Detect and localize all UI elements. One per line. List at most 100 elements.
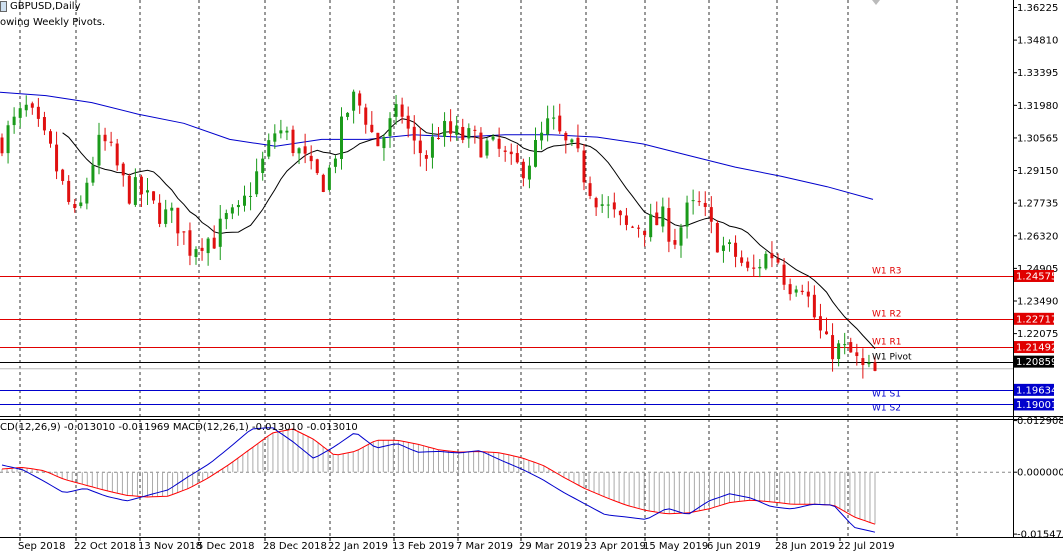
candle-body [424, 154, 428, 159]
grid-lines [0, 0, 1013, 537]
candle-body [67, 180, 71, 202]
candle-body [534, 140, 537, 167]
candle-body [346, 112, 350, 117]
candle-body [297, 148, 301, 154]
pivot-label: W1 S2 [872, 404, 901, 414]
candle-body [406, 115, 410, 129]
price-tag-label: 1.20859 [1016, 357, 1057, 368]
candle-body [139, 176, 143, 195]
price-tick-label: 1.36225 [1017, 3, 1058, 14]
candle-body [30, 103, 34, 108]
candle-body [273, 133, 277, 142]
candle-body [527, 165, 531, 180]
candle-body [164, 209, 168, 224]
candle-body [709, 207, 713, 222]
candle-body [394, 104, 398, 117]
candle-body [788, 284, 792, 295]
price-tag-label: 1.21492 [1016, 343, 1057, 354]
candle-body [540, 132, 544, 141]
symbol-title: GBPUSD,Daily [10, 1, 81, 12]
candle-body [624, 215, 628, 225]
candle-body [843, 344, 847, 346]
candle-body [49, 131, 52, 144]
candle-body [230, 207, 234, 214]
candle-body [800, 290, 804, 293]
candle-body [358, 93, 362, 106]
price-tag-label: 1.19634 [1016, 385, 1057, 396]
candle-body [818, 316, 822, 331]
candle-body [449, 121, 453, 134]
candle-body [552, 117, 556, 119]
pivot-label: W1 Pivot [872, 353, 912, 363]
price-axis: 1.36225 1.34810 1.33395 1.31980 1.30565 1.291… [1013, 3, 1058, 411]
candle-body [643, 230, 647, 236]
candle-body [303, 146, 307, 154]
candle-body [103, 134, 107, 142]
candle-body [158, 202, 162, 224]
candle-body [667, 208, 671, 242]
fast-moving-average [62, 118, 876, 350]
price-tag [1014, 383, 1054, 396]
candle-body [333, 158, 337, 167]
candle-body [758, 266, 762, 269]
candle-body [649, 214, 653, 238]
candle-body [734, 242, 738, 257]
candle-body [867, 362, 871, 365]
candle-body [182, 231, 186, 233]
candle-body [321, 174, 325, 192]
candle-body [873, 362, 877, 371]
candle-body [776, 258, 780, 263]
price-tick-label: 1.34810 [1017, 36, 1058, 47]
candle-body [170, 207, 174, 211]
candle-body [521, 161, 525, 179]
candle-body [364, 107, 368, 125]
candle-body [115, 143, 119, 166]
pivot-label: W1 S1 [872, 390, 901, 400]
candle-body [673, 240, 677, 245]
candle-body [740, 257, 744, 263]
chart-frame [0, 0, 1063, 538]
candle-body [806, 291, 810, 297]
pivot-lines [0, 276, 1013, 405]
candle-body [97, 134, 101, 166]
candle-body [631, 226, 634, 228]
candle-body [837, 343, 841, 359]
candle-body [515, 153, 519, 163]
candle-body [261, 158, 265, 173]
candle-body [509, 151, 513, 155]
scroll-marker-icon[interactable] [872, 0, 880, 5]
candle-body [291, 129, 295, 154]
candle-body [437, 137, 440, 139]
candle-body [467, 128, 471, 139]
time-label: 28 Dec 2018 [263, 541, 327, 552]
price-tag [1014, 312, 1054, 325]
candle-body [461, 126, 465, 140]
price-tag-label: 1.24575 [1016, 271, 1057, 282]
candle-body [73, 204, 77, 209]
candle-body [655, 212, 659, 226]
price-tag [1014, 398, 1054, 411]
candle-body [691, 200, 695, 202]
time-label: 22 Oct 2018 [74, 541, 136, 552]
candle-body [146, 190, 149, 193]
candle-body [612, 202, 616, 210]
candle-body [503, 150, 507, 152]
candle-body [770, 253, 774, 259]
candle-body [121, 163, 125, 176]
candle-body [36, 106, 40, 119]
candle-body [109, 141, 113, 143]
candle-body [376, 132, 380, 147]
candle-body [794, 289, 798, 293]
price-tick-label: 1.29150 [1017, 166, 1058, 177]
price-tick-label: 1.22075 [1017, 329, 1058, 340]
candle-body [340, 116, 343, 159]
candle-body [849, 342, 853, 353]
candle-body [418, 140, 422, 154]
candle-body [618, 210, 622, 216]
price-tag [1014, 269, 1054, 282]
symbol-icon[interactable] [0, 1, 7, 14]
candle-body [455, 125, 459, 135]
candle-body [352, 91, 356, 111]
